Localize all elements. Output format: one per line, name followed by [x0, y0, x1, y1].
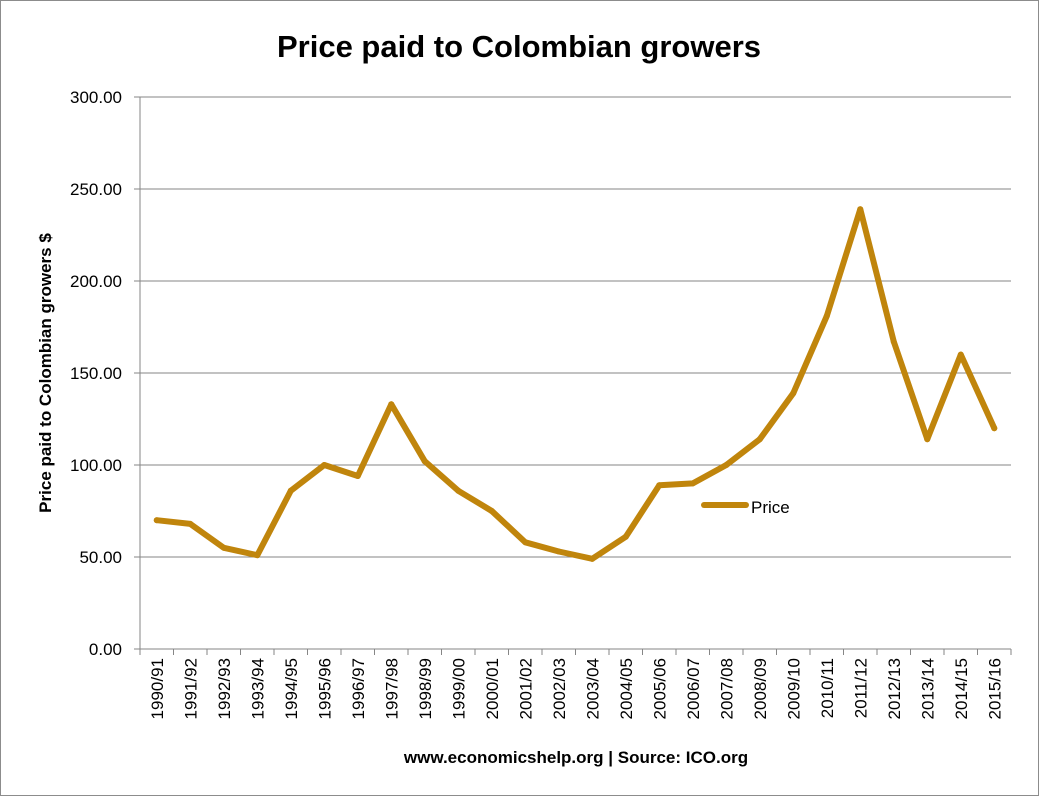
data-point [321, 462, 328, 468]
data-point [522, 539, 529, 546]
y-tick-label: 200.00 [70, 272, 122, 291]
x-tick-label: 1992/93 [215, 658, 234, 719]
data-point [991, 425, 998, 432]
gridlines [139, 96, 1011, 650]
y-axis-ticks: 0.00 50.00 100.00 150.00 200.00 250.00 300.00 [70, 88, 140, 659]
series-line-price [153, 206, 998, 562]
data-point [220, 544, 227, 551]
legend: Price [701, 498, 790, 517]
x-tick-label: 2002/03 [550, 658, 569, 719]
data-point [287, 487, 294, 494]
x-tick-label: 1998/99 [416, 658, 435, 719]
data-point [354, 473, 361, 480]
x-tick-label: 1995/96 [315, 658, 334, 719]
x-tick-label: 1999/00 [449, 658, 468, 719]
y-tick-label: 100.00 [70, 456, 122, 475]
data-point [622, 533, 629, 540]
x-tick-label: 2001/02 [516, 658, 535, 719]
data-point [589, 555, 596, 562]
data-point [756, 436, 763, 443]
data-point [455, 487, 462, 494]
x-tick-label: 1997/98 [382, 658, 401, 719]
y-tick-label: 250.00 [70, 180, 122, 199]
x-tick-label: 2003/04 [583, 658, 602, 719]
x-axis-ticks: 1990/91 1991/92 1992/93 1993/94 1994/95 1995/… [139, 649, 1012, 719]
data-point [857, 206, 864, 213]
data-point [555, 548, 562, 555]
x-tick-label: 2007/08 [717, 658, 736, 719]
x-tick-label: 1990/91 [148, 658, 167, 719]
x-tick-label: 2013/14 [918, 658, 937, 719]
x-tick-label: 1994/95 [282, 658, 301, 719]
data-point [388, 401, 395, 408]
y-tick-label: 150.00 [70, 364, 122, 383]
x-tick-label: 2010/11 [818, 658, 837, 718]
x-tick-label: 2012/13 [885, 658, 904, 719]
x-tick-label: 2004/05 [617, 658, 636, 719]
x-axis-title: www.economicshelp.org | Source: ICO.org [403, 748, 748, 767]
y-tick-label: 50.00 [79, 548, 122, 567]
x-tick-label: 2005/06 [650, 658, 669, 719]
data-point [957, 351, 964, 358]
x-tick-label: 2009/10 [784, 658, 803, 719]
x-tick-label: 2011/12 [851, 658, 870, 718]
legend-label-price: Price [751, 498, 790, 517]
series-layer [153, 206, 998, 562]
x-tick-label: 2000/01 [483, 658, 502, 719]
x-tick-label: 2006/07 [684, 658, 703, 719]
data-point [689, 480, 696, 487]
x-tick-label: 2014/15 [952, 658, 971, 719]
y-tick-label: 0.00 [89, 640, 122, 659]
data-point [790, 390, 797, 397]
x-tick-label: 2015/16 [985, 658, 1004, 719]
x-tick-label: 1996/97 [349, 658, 368, 719]
y-tick-label: 300.00 [70, 88, 122, 107]
data-point [723, 462, 730, 468]
data-point [153, 517, 160, 524]
x-tick-label: 1993/94 [248, 658, 267, 719]
data-point [421, 458, 428, 465]
data-point [924, 436, 931, 443]
chart-title: Price paid to Colombian growers [277, 29, 761, 64]
data-point [823, 312, 830, 319]
data-point [488, 508, 495, 514]
data-point [187, 520, 194, 527]
data-point [254, 552, 261, 559]
x-tick-label: 1991/92 [181, 658, 200, 719]
data-point [890, 338, 897, 345]
data-point [656, 482, 663, 489]
x-tick-label: 2008/09 [751, 658, 770, 719]
y-axis-title: Price paid to Colombian growers $ [36, 233, 55, 513]
